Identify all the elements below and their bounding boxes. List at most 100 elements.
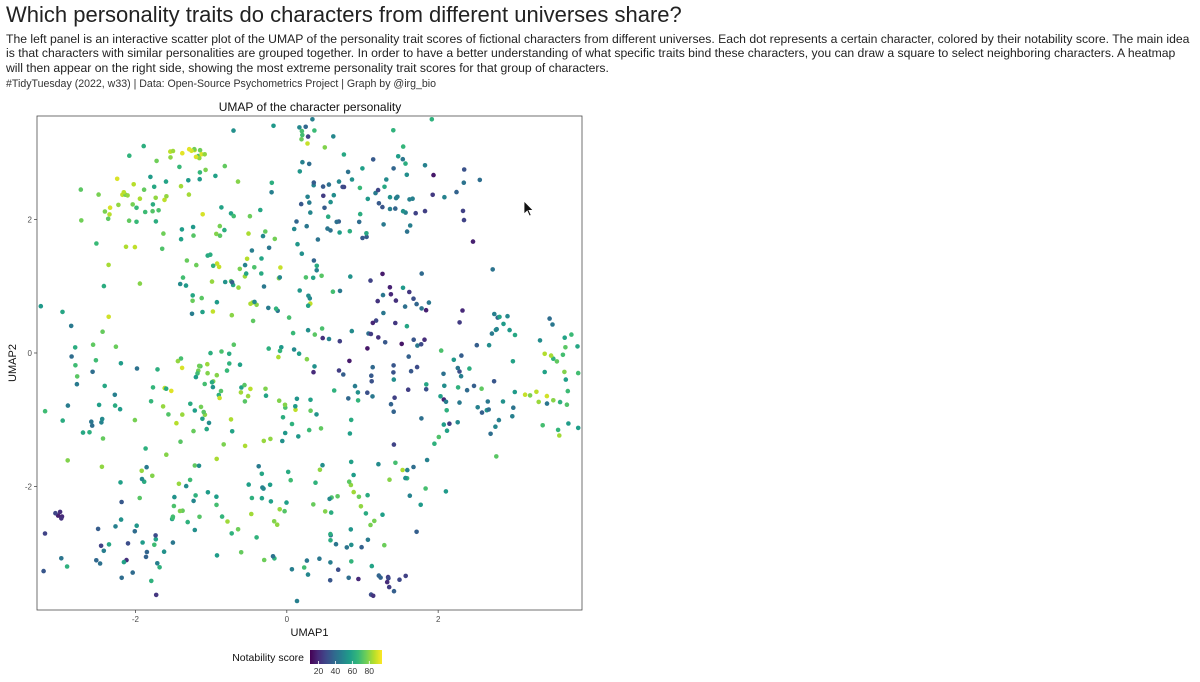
character-point[interactable] [299,128,305,134]
character-point[interactable] [386,584,392,590]
character-point[interactable] [565,388,571,394]
character-point[interactable] [297,169,303,174]
character-point[interactable] [112,403,118,408]
character-point[interactable] [479,410,485,415]
character-point[interactable] [237,362,243,368]
character-point[interactable] [229,429,235,434]
character-point[interactable] [249,248,255,253]
character-point[interactable] [126,218,132,223]
character-point[interactable] [294,396,300,402]
character-point[interactable] [305,572,311,577]
character-point[interactable] [137,196,143,201]
character-point[interactable] [505,313,510,319]
character-point[interactable] [346,396,351,401]
character-point[interactable] [119,499,124,505]
character-point[interactable] [370,157,376,162]
character-point[interactable] [442,383,447,389]
character-point[interactable] [291,226,297,232]
character-point[interactable] [177,281,183,287]
character-point[interactable] [400,285,406,291]
character-point[interactable] [444,408,450,413]
character-point[interactable] [219,349,224,354]
character-point[interactable] [235,527,241,532]
character-point[interactable] [294,219,299,224]
character-point[interactable] [274,522,280,527]
character-point[interactable] [112,392,118,398]
character-point[interactable] [551,398,556,403]
character-point[interactable] [348,274,353,279]
character-point[interactable] [315,237,321,242]
character-point[interactable] [289,421,295,427]
character-point[interactable] [384,177,389,182]
character-point[interactable] [117,406,123,412]
character-point[interactable] [259,495,265,501]
character-point[interactable] [335,567,341,572]
character-point[interactable] [388,401,394,407]
character-point[interactable] [214,231,219,237]
character-point[interactable] [238,390,244,395]
character-point[interactable] [460,308,465,313]
character-point[interactable] [382,184,387,190]
character-point[interactable] [193,154,199,160]
character-point[interactable] [321,193,326,199]
character-point[interactable] [393,195,399,201]
character-point[interactable] [373,318,379,323]
character-point[interactable] [227,361,232,366]
character-point[interactable] [327,496,332,502]
character-point[interactable] [140,540,145,545]
character-point[interactable] [402,304,408,309]
character-point[interactable] [190,293,195,298]
character-point[interactable] [144,549,150,555]
character-point[interactable] [443,489,449,494]
character-point[interactable] [267,482,273,488]
character-point[interactable] [153,219,159,224]
character-point[interactable] [328,531,333,537]
character-point[interactable] [471,383,477,389]
character-point[interactable] [458,373,464,379]
character-point[interactable] [356,494,362,500]
character-point[interactable] [305,327,311,333]
character-point[interactable] [226,351,232,357]
character-point[interactable] [331,192,337,198]
character-point[interactable] [170,148,176,154]
character-point[interactable] [214,502,219,508]
character-point[interactable] [447,421,452,427]
character-point[interactable] [335,494,340,499]
character-point[interactable] [414,529,419,535]
character-point[interactable] [564,402,570,408]
character-point[interactable] [106,262,111,268]
character-point[interactable] [360,166,365,171]
character-point[interactable] [282,402,288,408]
character-point[interactable] [130,570,135,575]
character-point[interactable] [196,463,202,469]
character-point[interactable] [266,245,272,251]
character-point[interactable] [327,578,333,583]
character-point[interactable] [294,598,300,604]
character-point[interactable] [238,550,244,555]
character-point[interactable] [150,473,155,479]
character-point[interactable] [475,405,481,410]
character-point[interactable] [325,226,330,231]
character-point[interactable] [387,206,393,212]
character-point[interactable] [311,369,316,375]
character-point[interactable] [205,490,211,495]
character-point[interactable] [296,351,302,357]
character-point[interactable] [243,271,249,276]
character-point[interactable] [168,155,173,160]
character-point[interactable] [501,321,506,327]
character-point[interactable] [273,306,279,312]
character-point[interactable] [191,428,196,434]
character-point[interactable] [352,383,358,389]
character-point[interactable] [41,568,46,574]
character-point[interactable] [164,194,169,199]
character-point[interactable] [451,357,457,363]
character-point[interactable] [72,345,78,350]
character-point[interactable] [242,399,248,404]
character-point[interactable] [64,564,70,569]
character-point[interactable] [270,554,276,559]
character-point[interactable] [96,402,102,408]
character-point[interactable] [209,279,215,284]
character-point[interactable] [460,208,466,214]
character-point[interactable] [470,239,476,244]
character-point[interactable] [106,314,111,320]
